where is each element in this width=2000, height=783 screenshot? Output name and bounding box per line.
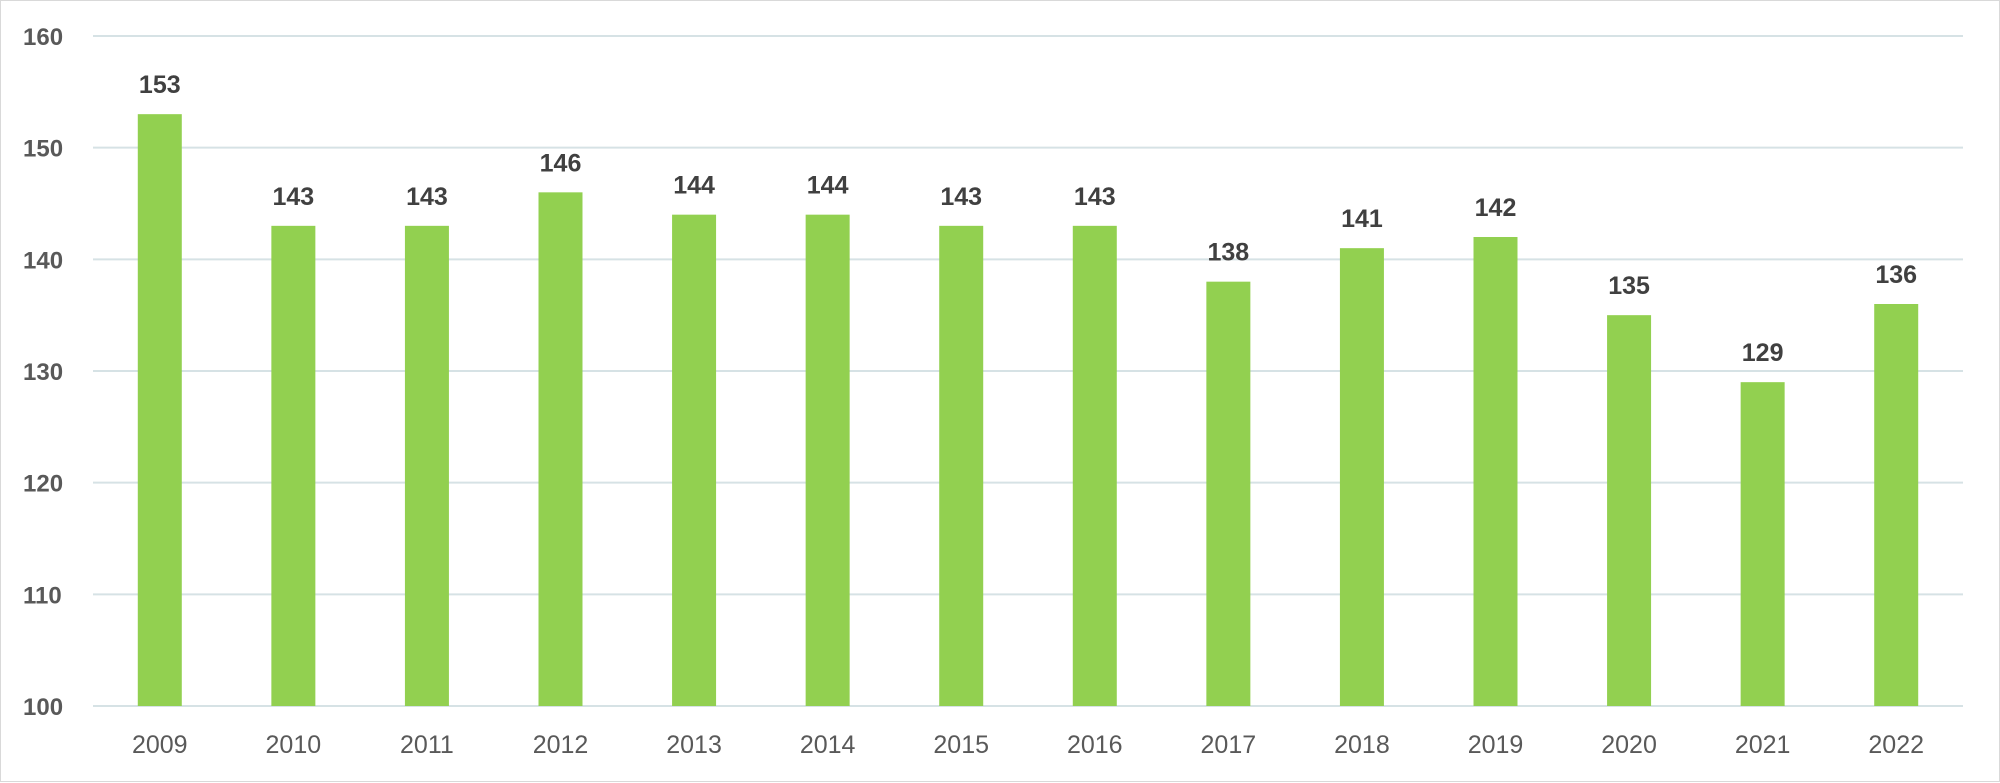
y-tick-label: 130 <box>23 359 63 386</box>
bar-2009 <box>137 114 182 706</box>
bar-2013 <box>672 214 717 706</box>
data-label-2013: 144 <box>673 172 715 200</box>
y-tick-label: 100 <box>23 694 63 721</box>
data-label-2019: 142 <box>1475 194 1517 222</box>
x-tick-label-2020: 2020 <box>1601 731 1657 759</box>
data-label-2011: 143 <box>406 183 448 211</box>
y-tick-label: 140 <box>23 247 63 274</box>
data-label-2014: 144 <box>807 172 849 200</box>
y-axis-ticks: 100 110 120 130 140 150 160 <box>23 24 63 721</box>
x-tick-label-2022: 2022 <box>1868 731 1924 759</box>
data-label-2020: 135 <box>1608 272 1650 300</box>
x-tick-label-2016: 2016 <box>1067 731 1123 759</box>
x-tick-label-2019: 2019 <box>1468 731 1524 759</box>
bar-2012 <box>538 192 583 707</box>
gridlines <box>93 35 1963 707</box>
data-label-2016: 143 <box>1074 183 1116 211</box>
bar-2010 <box>271 225 316 707</box>
bar-2021 <box>1740 382 1785 706</box>
x-tick-label-2009: 2009 <box>132 731 188 759</box>
data-label-2018: 141 <box>1341 205 1383 233</box>
x-tick-label-2015: 2015 <box>933 731 989 759</box>
bars <box>137 114 1919 707</box>
bar-2015 <box>939 225 984 707</box>
bar-2019 <box>1473 237 1518 706</box>
y-tick-label: 110 <box>23 582 62 609</box>
x-tick-label-2014: 2014 <box>800 731 856 759</box>
bar-2011 <box>404 225 449 707</box>
data-label-2021: 129 <box>1742 339 1784 367</box>
x-tick-label-2017: 2017 <box>1201 731 1257 759</box>
y-tick-label: 160 <box>23 24 63 51</box>
bar-2016 <box>1072 225 1117 707</box>
data-labels: 153 143 143 146 144 144 143 143 138 141 142 135 129 1… <box>139 71 1917 367</box>
bar-2018 <box>1339 248 1384 706</box>
x-tick-label-2012: 2012 <box>533 731 589 759</box>
bar-2020 <box>1607 315 1652 706</box>
bar-2014 <box>805 214 850 706</box>
data-label-2015: 143 <box>940 183 982 211</box>
x-tick-label-2018: 2018 <box>1334 731 1390 759</box>
y-tick-label: 120 <box>23 471 63 498</box>
x-tick-label-2010: 2010 <box>266 731 322 759</box>
data-label-2010: 143 <box>272 183 314 211</box>
x-tick-label-2021: 2021 <box>1735 731 1791 759</box>
bar-2017 <box>1206 281 1251 706</box>
data-label-2012: 146 <box>540 149 582 177</box>
data-label-2022: 136 <box>1875 261 1917 289</box>
x-tick-label-2013: 2013 <box>666 731 722 759</box>
bar-2022 <box>1874 304 1919 706</box>
x-tick-label-2011: 2011 <box>400 731 454 759</box>
data-label-2009: 153 <box>139 71 181 99</box>
data-label-2017: 138 <box>1207 239 1249 267</box>
y-tick-label: 150 <box>23 136 63 163</box>
x-axis-ticks: 2009 2010 2011 2012 2013 2014 2015 2016 2017 2018… <box>132 731 1924 759</box>
